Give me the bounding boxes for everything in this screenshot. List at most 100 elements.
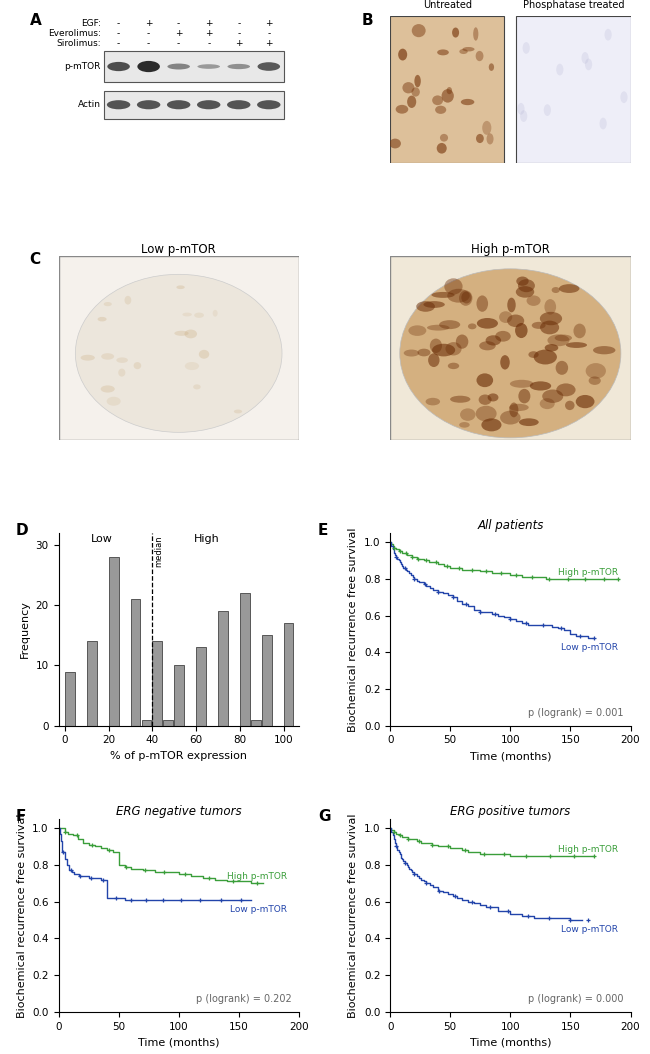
- Ellipse shape: [440, 134, 448, 141]
- Ellipse shape: [460, 48, 468, 54]
- Text: +: +: [205, 28, 213, 38]
- Ellipse shape: [101, 386, 115, 392]
- Ellipse shape: [432, 96, 443, 105]
- Text: C: C: [30, 252, 41, 268]
- Ellipse shape: [477, 318, 498, 329]
- Text: Low p-mTOR: Low p-mTOR: [230, 905, 287, 914]
- Ellipse shape: [445, 278, 463, 294]
- Text: Actin: Actin: [77, 100, 101, 110]
- Ellipse shape: [193, 385, 201, 389]
- Circle shape: [400, 269, 621, 437]
- Bar: [251, 720, 261, 726]
- Text: E: E: [318, 523, 328, 539]
- Ellipse shape: [507, 297, 515, 312]
- Ellipse shape: [534, 350, 557, 365]
- Ellipse shape: [234, 410, 242, 413]
- Text: -: -: [237, 28, 240, 38]
- Ellipse shape: [404, 350, 419, 356]
- Ellipse shape: [197, 100, 220, 110]
- Text: Untreated: Untreated: [422, 0, 472, 9]
- Text: A: A: [30, 13, 42, 27]
- Ellipse shape: [435, 105, 447, 114]
- Bar: [109, 557, 118, 726]
- Ellipse shape: [168, 63, 190, 70]
- Ellipse shape: [523, 42, 530, 54]
- Bar: [240, 593, 250, 726]
- Y-axis label: Biochemical recurrence free survival: Biochemical recurrence free survival: [348, 813, 358, 1017]
- Ellipse shape: [559, 285, 579, 293]
- Text: Low p-mTOR: Low p-mTOR: [562, 925, 619, 935]
- Ellipse shape: [414, 75, 421, 87]
- Ellipse shape: [107, 62, 130, 72]
- Ellipse shape: [509, 404, 528, 411]
- Ellipse shape: [540, 320, 559, 334]
- Ellipse shape: [456, 334, 469, 349]
- Ellipse shape: [185, 330, 197, 338]
- Ellipse shape: [488, 393, 499, 402]
- Ellipse shape: [486, 335, 501, 346]
- Ellipse shape: [408, 326, 426, 336]
- Ellipse shape: [540, 398, 554, 409]
- Ellipse shape: [517, 103, 525, 115]
- Ellipse shape: [213, 310, 218, 316]
- Text: High p-mTOR: High p-mTOR: [558, 568, 619, 577]
- Ellipse shape: [411, 24, 426, 37]
- Text: -: -: [177, 19, 180, 27]
- Ellipse shape: [532, 321, 545, 329]
- Text: F: F: [15, 809, 25, 824]
- Bar: [218, 611, 228, 726]
- Ellipse shape: [518, 279, 535, 292]
- Ellipse shape: [459, 290, 473, 306]
- Ellipse shape: [510, 403, 519, 417]
- Text: p-mTOR: p-mTOR: [64, 62, 101, 71]
- Text: -: -: [207, 39, 211, 48]
- Ellipse shape: [118, 369, 125, 376]
- Text: Everolimus:: Everolimus:: [47, 28, 101, 38]
- Ellipse shape: [479, 341, 496, 350]
- Ellipse shape: [500, 411, 521, 425]
- X-axis label: Time (months): Time (months): [138, 1037, 220, 1047]
- Ellipse shape: [476, 51, 484, 61]
- Text: -: -: [117, 28, 120, 38]
- Ellipse shape: [437, 143, 447, 154]
- Ellipse shape: [573, 324, 586, 338]
- Ellipse shape: [582, 52, 589, 64]
- Ellipse shape: [116, 357, 128, 363]
- Ellipse shape: [426, 397, 440, 406]
- Title: Low p-mTOR: Low p-mTOR: [141, 243, 216, 256]
- Text: median: median: [155, 535, 164, 567]
- Ellipse shape: [227, 64, 250, 70]
- Ellipse shape: [545, 299, 556, 315]
- Bar: [196, 647, 206, 726]
- Ellipse shape: [447, 87, 452, 94]
- Bar: [142, 720, 151, 726]
- Title: High p-mTOR: High p-mTOR: [471, 243, 550, 256]
- Title: All patients: All patients: [477, 519, 543, 531]
- Ellipse shape: [183, 313, 192, 316]
- Text: -: -: [117, 19, 120, 27]
- Text: Low: Low: [91, 534, 113, 544]
- Ellipse shape: [103, 302, 112, 307]
- Ellipse shape: [507, 314, 525, 327]
- Bar: [516, 16, 630, 162]
- Ellipse shape: [620, 92, 627, 103]
- Y-axis label: Biochemical recurrence free survival: Biochemical recurrence free survival: [348, 527, 358, 731]
- Text: -: -: [147, 28, 150, 38]
- Ellipse shape: [552, 287, 560, 293]
- Text: +: +: [235, 39, 242, 48]
- Ellipse shape: [565, 401, 575, 410]
- Ellipse shape: [427, 325, 450, 331]
- Ellipse shape: [530, 382, 551, 391]
- Ellipse shape: [556, 360, 568, 375]
- Ellipse shape: [599, 118, 606, 130]
- Text: +: +: [145, 19, 152, 27]
- Ellipse shape: [428, 353, 439, 367]
- Ellipse shape: [462, 292, 471, 304]
- Ellipse shape: [540, 312, 562, 326]
- Ellipse shape: [544, 104, 551, 116]
- Text: Sirolimus:: Sirolimus:: [56, 39, 101, 48]
- Ellipse shape: [476, 134, 484, 143]
- Ellipse shape: [576, 395, 595, 408]
- Circle shape: [75, 274, 282, 432]
- Ellipse shape: [137, 100, 161, 110]
